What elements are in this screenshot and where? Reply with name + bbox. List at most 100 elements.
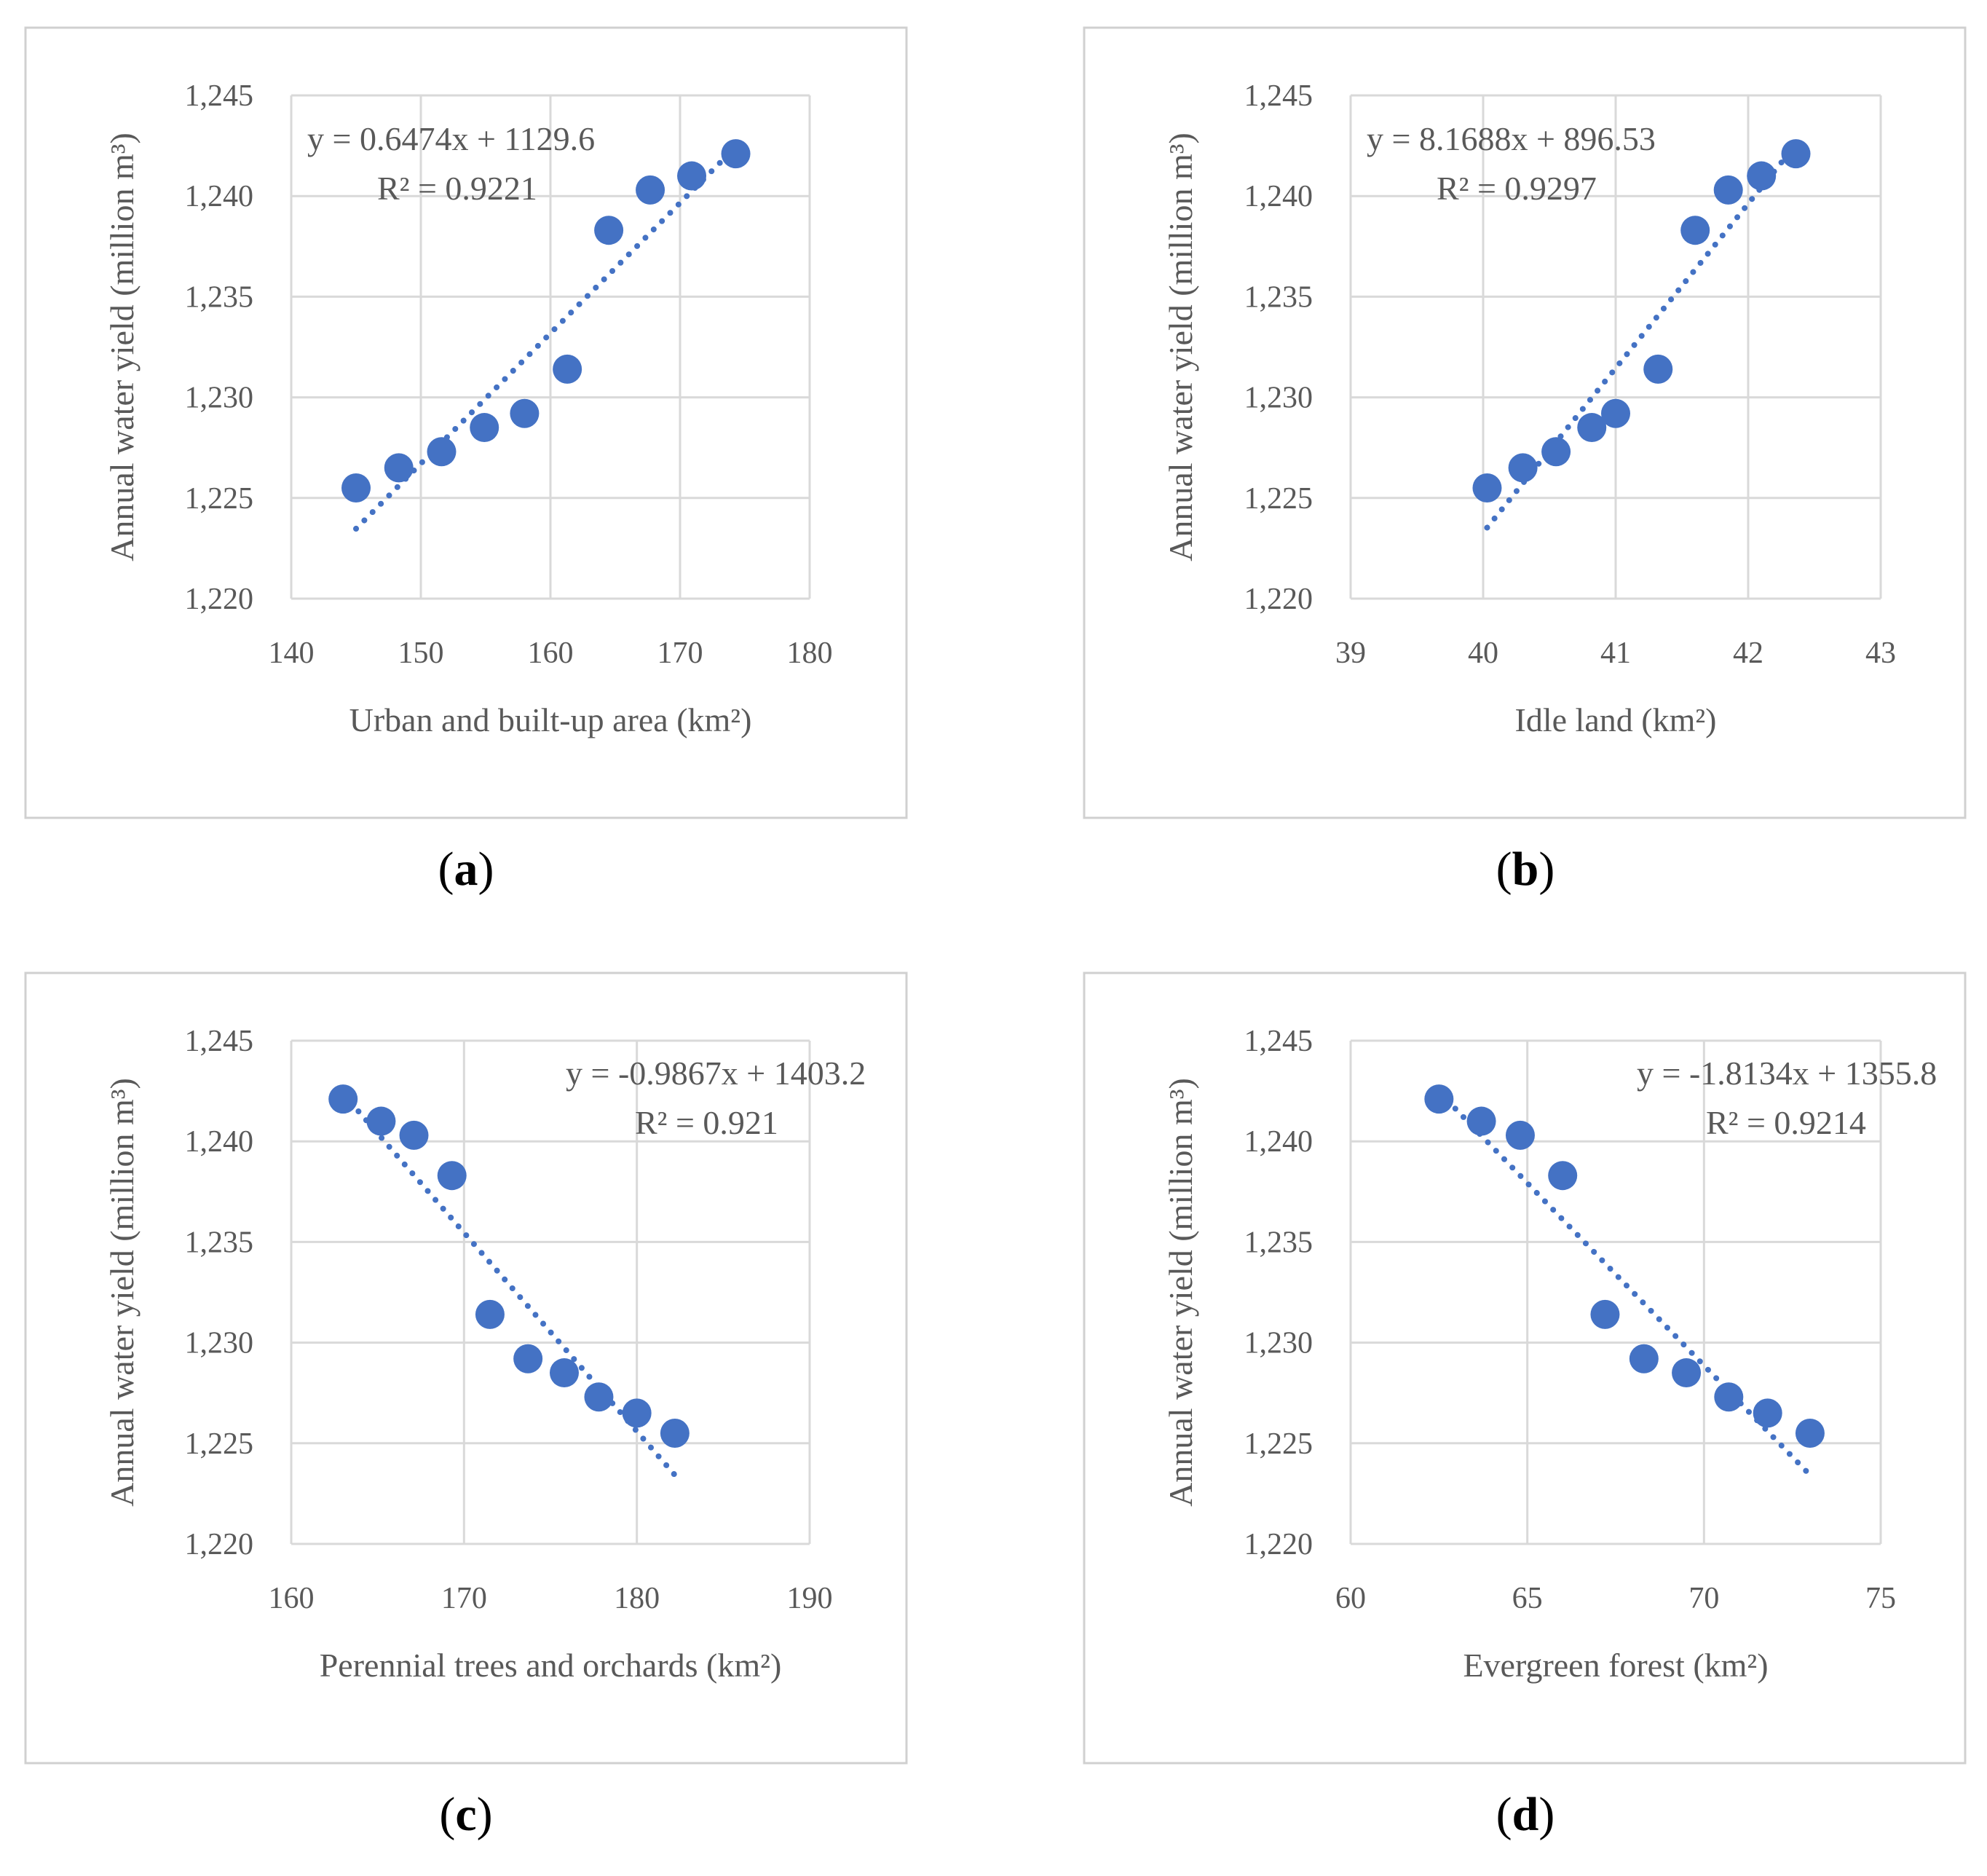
trendline: [1484, 141, 1799, 531]
x-axis-title: Urban and built-up area (km²): [349, 701, 752, 738]
data-point: [1505, 1120, 1535, 1150]
y-tick-label: 1,230: [1244, 1327, 1314, 1360]
data-point: [1795, 1418, 1825, 1448]
x-tick-label: 180: [614, 1582, 660, 1615]
caption-open-paren: (: [438, 843, 454, 896]
caption-open-paren: (: [1496, 843, 1512, 896]
panel-caption: (d): [1496, 1788, 1555, 1841]
y-tick-label: 1,230: [185, 1327, 254, 1360]
data-point: [475, 1299, 505, 1329]
x-tick-label: 160: [528, 636, 574, 670]
data-point: [721, 139, 751, 169]
x-axis-title: Perennial trees and orchards (km²): [320, 1647, 782, 1684]
data-point: [1601, 398, 1630, 428]
caption-letter: b: [1512, 843, 1539, 896]
y-tick-label: 1,245: [1244, 1025, 1314, 1058]
y-tick-label: 1,225: [1244, 482, 1314, 516]
trendline: [340, 1090, 678, 1478]
data-point: [384, 453, 414, 483]
data-point: [366, 1106, 396, 1136]
data-point: [437, 1161, 467, 1191]
panel-caption: (c): [439, 1788, 492, 1841]
data-point: [510, 398, 540, 428]
data-point: [677, 161, 707, 191]
y-axis-title: Annual water yield (million m³): [1162, 133, 1199, 561]
caption-close-paren: ): [477, 1788, 493, 1841]
data-point: [1753, 1398, 1782, 1428]
y-tick-label: 1,235: [1244, 280, 1314, 314]
r-squared-label: R² = 0.9297: [1437, 170, 1597, 207]
y-tick-label: 1,225: [185, 1427, 254, 1461]
caption-letter: a: [454, 843, 478, 896]
caption-letter: d: [1512, 1788, 1539, 1841]
trendline-equation: y = 0.6474x + 1129.6: [307, 120, 595, 157]
y-axis-title: Annual water yield (million m³): [103, 1078, 141, 1507]
x-tick-label: 41: [1600, 636, 1631, 670]
caption-close-paren: ): [1538, 843, 1555, 896]
data-point: [1466, 1106, 1496, 1136]
data-point: [427, 437, 457, 467]
data-point: [636, 175, 665, 205]
caption-open-paren: (: [1496, 1788, 1512, 1841]
caption-letter: c: [455, 1788, 476, 1841]
y-tick-label: 1,225: [1244, 1427, 1314, 1461]
data-point: [1714, 1382, 1744, 1412]
data-point: [594, 216, 624, 245]
panel-frame: [24, 26, 908, 819]
x-tick-label: 140: [269, 636, 315, 670]
data-point: [660, 1418, 690, 1448]
x-tick-label: 65: [1512, 1582, 1543, 1615]
y-axis-title: Annual water yield (million m³): [103, 133, 141, 561]
data-point: [1680, 216, 1710, 245]
x-tick-label: 180: [787, 636, 833, 670]
y-axis-title: Annual water yield (million m³): [1162, 1078, 1199, 1507]
data-point: [1629, 1344, 1659, 1374]
y-tick-label: 1,245: [185, 1025, 254, 1058]
data-point: [1577, 413, 1607, 443]
trendline-equation: y = -0.9867x + 1403.2: [566, 1055, 866, 1092]
y-tick-label: 1,220: [1244, 583, 1314, 616]
caption-close-paren: ): [478, 843, 494, 896]
chart-panel-a: 1,220 1,225 1,230 1,235 1,240 1,245 140 150 160 1…: [24, 26, 908, 896]
chart-panel-d: 1,220 1,225 1,230 1,235 1,240 1,245 60 65 70 75 Ev…: [1083, 972, 1967, 1841]
data-point: [622, 1398, 652, 1428]
panel-frame: [1083, 972, 1967, 1765]
x-tick-label: 40: [1468, 636, 1498, 670]
x-tick-label: 60: [1335, 1582, 1366, 1615]
data-point: [549, 1358, 579, 1388]
chart-panel-b: 1,220 1,225 1,230 1,235 1,240 1,245 39 40 41 42 43…: [1083, 26, 1967, 896]
x-tick-label: 170: [441, 1582, 487, 1615]
data-point: [1541, 437, 1571, 467]
caption-open-paren: (: [439, 1788, 455, 1841]
data-point: [1548, 1161, 1578, 1191]
x-tick-label: 42: [1733, 636, 1763, 670]
data-point: [1508, 453, 1538, 483]
data-point: [1747, 161, 1777, 191]
y-tick-label: 1,220: [1244, 1528, 1314, 1561]
x-tick-label: 43: [1865, 636, 1896, 670]
data-point: [553, 354, 582, 384]
x-tick-label: 170: [657, 636, 703, 670]
r-squared-label: R² = 0.9214: [1706, 1104, 1866, 1141]
x-axis-title: Idle land (km²): [1515, 701, 1717, 738]
x-tick-label: 150: [398, 636, 444, 670]
y-tick-label: 1,225: [185, 482, 254, 516]
r-squared-label: R² = 0.9221: [377, 170, 537, 207]
y-tick-label: 1,230: [1244, 382, 1314, 415]
x-tick-label: 39: [1335, 636, 1366, 670]
data-point: [1472, 473, 1502, 502]
x-tick-label: 75: [1865, 1582, 1896, 1615]
trendline: [353, 143, 739, 532]
y-tick-label: 1,240: [185, 1125, 254, 1159]
chart-panel-c: 1,220 1,225 1,230 1,235 1,240 1,245 160 170 180 1…: [24, 972, 908, 1841]
y-tick-label: 1,245: [185, 79, 254, 113]
y-tick-label: 1,235: [185, 280, 254, 314]
data-point: [1713, 175, 1743, 205]
x-tick-label: 190: [787, 1582, 833, 1615]
data-point: [1424, 1084, 1454, 1114]
panel-caption: (a): [438, 843, 494, 896]
caption-close-paren: ): [1538, 1788, 1555, 1841]
y-tick-label: 1,220: [185, 583, 254, 616]
data-point: [470, 413, 499, 443]
